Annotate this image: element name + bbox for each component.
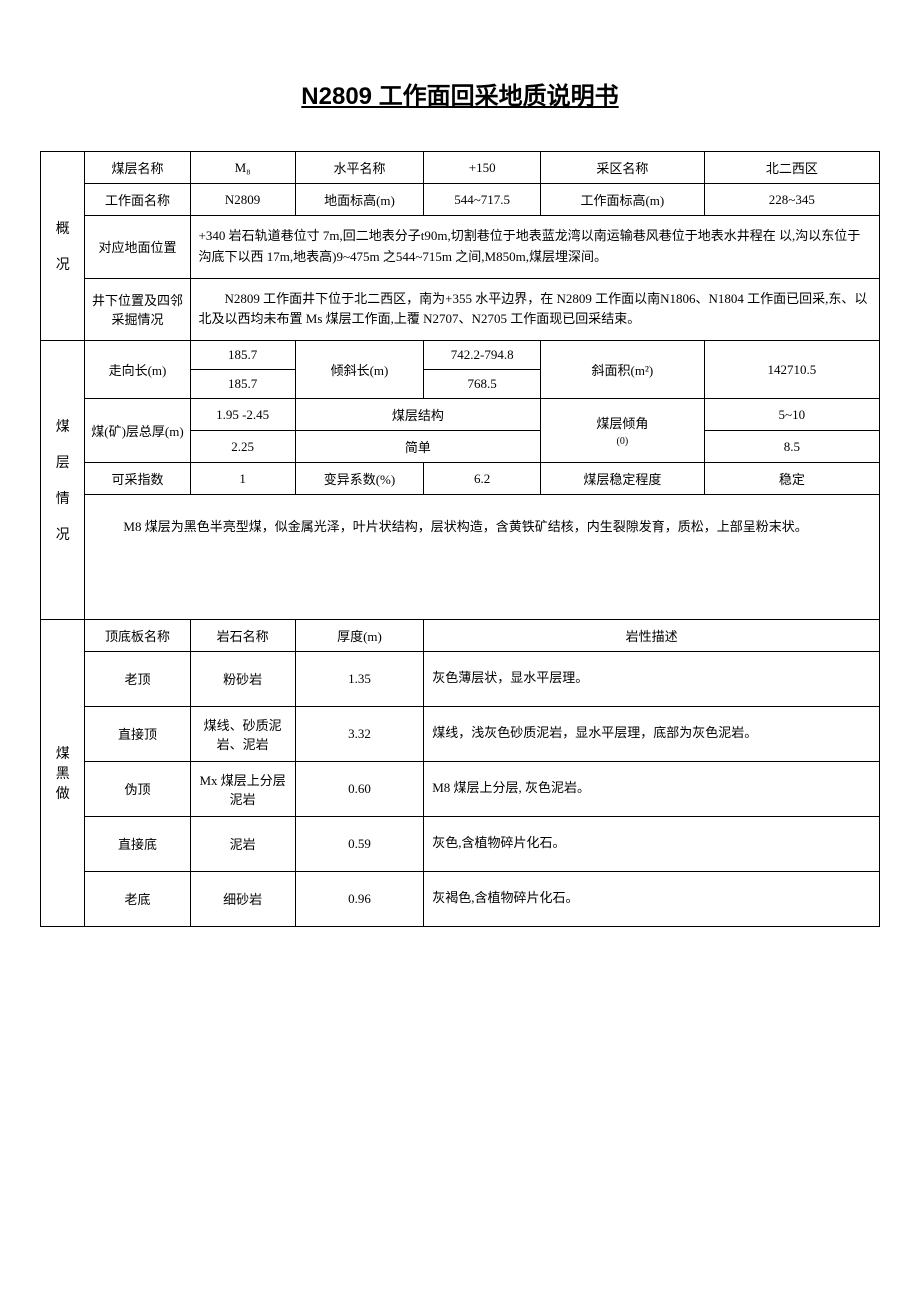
table-row: 老底 细砂岩 0.96 灰褐色,含植物碎片化石。 <box>41 871 880 926</box>
table-row: 伪顶 Mx 煤层上分层泥岩 0.60 M8 煤层上分层, 灰色泥岩。 <box>41 761 880 816</box>
cell: 老顶 <box>85 651 190 706</box>
cell: 煤层结构 <box>295 399 540 431</box>
cell: 井下位置及四邻采掘情况 <box>85 278 190 341</box>
cell: 细砂岩 <box>190 871 295 926</box>
cell: 185.7 <box>190 341 295 370</box>
cell: 工作面名称 <box>85 184 190 216</box>
cell: 倾斜长(m) <box>295 341 424 399</box>
cell: 灰褐色,含植物碎片化石。 <box>424 871 880 926</box>
cell: 1.35 <box>295 651 424 706</box>
cell: 直接底 <box>85 816 190 871</box>
cell: 简单 <box>295 431 540 463</box>
cell: 煤层名称 <box>85 152 190 184</box>
cell: 142710.5 <box>704 341 879 399</box>
cell: 泥岩 <box>190 816 295 871</box>
section2-label: 煤层情况 <box>41 341 85 619</box>
cell: 地面标高(m) <box>295 184 424 216</box>
cell: 5~10 <box>704 399 879 431</box>
cell: 1.95 -2.45 <box>190 399 295 431</box>
table-header: 岩性描述 <box>424 619 880 651</box>
cell: M8 煤层上分层, 灰色泥岩。 <box>424 761 880 816</box>
cell: 3.32 <box>295 706 424 761</box>
cell: 采区名称 <box>541 152 705 184</box>
cell: 0.60 <box>295 761 424 816</box>
cell: 8.5 <box>704 431 879 463</box>
cell: 742.2-794.8 <box>424 341 541 370</box>
cell: 煤(矿)层总厚(m) <box>85 399 190 463</box>
table-header: 岩石名称 <box>190 619 295 651</box>
cell: 2.25 <box>190 431 295 463</box>
page-title: N2809 工作面回采地质说明书 <box>40 76 880 111</box>
table-header: 顶底板名称 <box>85 619 190 651</box>
table-row: 直接顶 煤线、砂质泥岩、泥岩 3.32 煤线，浅灰色砂质泥岩，显水平层理，底部为… <box>41 706 880 761</box>
cell: +340 岩石轨道巷位寸 7m,回二地表分子t90m,切割巷位于地表蓝龙湾以南运… <box>190 216 879 279</box>
cell: 544~717.5 <box>424 184 541 216</box>
cell: +150 <box>424 152 541 184</box>
cell: Mx 煤层上分层泥岩 <box>190 761 295 816</box>
cell: 水平名称 <box>295 152 424 184</box>
cell: 煤线，浅灰色砂质泥岩，显水平层理，底部为灰色泥岩。 <box>424 706 880 761</box>
cell: 灰色薄层状，显水平层理。 <box>424 651 880 706</box>
cell: 对应地面位置 <box>85 216 190 279</box>
cell: 斜面积(m²) <box>541 341 705 399</box>
cell: 变异系数(%) <box>295 463 424 495</box>
cell: 煤层倾角(0) <box>541 399 705 463</box>
table-row: 老顶 粉砂岩 1.35 灰色薄层状，显水平层理。 <box>41 651 880 706</box>
cell: 粉砂岩 <box>190 651 295 706</box>
section1-label: 概况 <box>41 152 85 341</box>
cell: 灰色,含植物碎片化石。 <box>424 816 880 871</box>
cell: 6.2 <box>424 463 541 495</box>
cell: 185.7 <box>190 370 295 399</box>
cell: 伪顶 <box>85 761 190 816</box>
table-row: 直接底 泥岩 0.59 灰色,含植物碎片化石。 <box>41 816 880 871</box>
cell: 煤线、砂质泥岩、泥岩 <box>190 706 295 761</box>
cell: 228~345 <box>704 184 879 216</box>
cell: 北二西区 <box>704 152 879 184</box>
cell: 768.5 <box>424 370 541 399</box>
section3-label: 煤黑做 <box>41 619 85 926</box>
cell: 1 <box>190 463 295 495</box>
cell: N2809 <box>190 184 295 216</box>
cell: 可采指数 <box>85 463 190 495</box>
cell: 走向长(m) <box>85 341 190 399</box>
cell: 直接顶 <box>85 706 190 761</box>
cell: N2809 工作面井下位于北二西区，南为+355 水平边界，在 N2809 工作… <box>190 278 879 341</box>
coal-description: M8 煤层为黑色半亮型煤，似金属光泽，叶片状结构，层状构造，含黄铁矿结核，内生裂… <box>85 495 880 619</box>
table-header: 厚度(m) <box>295 619 424 651</box>
cell: 稳定 <box>704 463 879 495</box>
cell: 煤层稳定程度 <box>541 463 705 495</box>
cell: 工作面标高(m) <box>541 184 705 216</box>
cell: 0.59 <box>295 816 424 871</box>
cell: 老底 <box>85 871 190 926</box>
main-table: 概况 煤层名称 M₈ 水平名称 +150 采区名称 北二西区 工作面名称 N28… <box>40 151 880 927</box>
cell: M₈ <box>190 152 295 184</box>
cell: 0.96 <box>295 871 424 926</box>
